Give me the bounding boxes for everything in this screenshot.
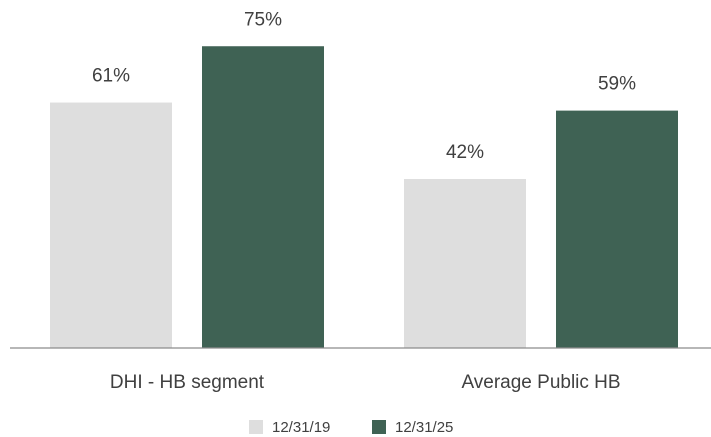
legend-swatch [249,420,263,434]
legend-swatch [372,420,386,434]
legend-label: 12/31/25 [395,419,453,436]
bar [404,179,526,348]
x-tick-label: Average Public HB [461,372,620,393]
value-label: 75% [244,9,282,30]
value-label: 61% [92,66,130,87]
x-tick-label: DHI - HB segment [110,372,265,393]
bar [202,46,324,349]
bar [50,102,172,349]
bar [556,110,678,349]
value-label: 42% [446,142,484,163]
legend-label: 12/31/19 [272,419,330,436]
value-label: 59% [598,74,636,95]
